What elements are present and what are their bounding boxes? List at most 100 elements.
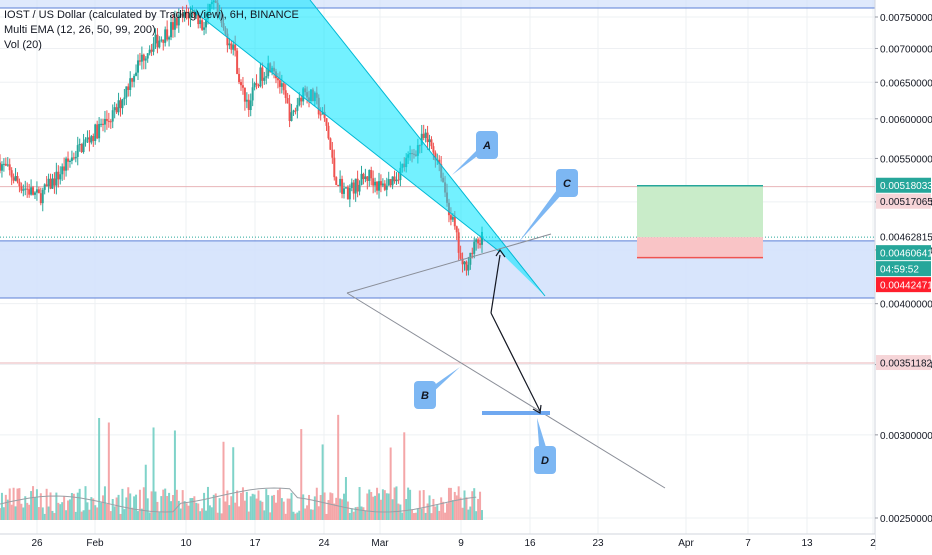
candle-body: [183, 11, 186, 17]
volume-bar: [444, 512, 447, 520]
volume-bar: [274, 502, 277, 520]
volume-bar: [241, 487, 244, 520]
candle-body: [127, 86, 130, 90]
long-stop-zone: [637, 237, 763, 258]
volume-bar: [232, 447, 235, 520]
candle-body: [26, 188, 29, 190]
volume-bar: [203, 492, 206, 520]
candle-body: [0, 162, 1, 171]
candle-body: [47, 178, 50, 187]
time-tick-label: 24: [318, 538, 330, 549]
volume-bar: [457, 486, 460, 520]
volume-bar: [341, 499, 344, 520]
volume-bar: [228, 505, 231, 520]
volume-bar: [426, 503, 429, 520]
volume-bar: [12, 487, 15, 520]
volume-bar: [245, 491, 248, 520]
volume-bar: [78, 488, 81, 520]
volume-bar: [121, 488, 124, 520]
volume-bar: [387, 493, 390, 520]
candle-body: [100, 123, 103, 125]
candle-body: [59, 174, 62, 180]
volume-bar: [67, 500, 70, 520]
projection-arrow-up: [490, 254, 501, 314]
volume-bar: [263, 510, 266, 520]
volume-bar: [356, 506, 359, 520]
legend-volume[interactable]: Vol (20): [4, 39, 42, 51]
price-tick-label: 0.00750000: [880, 13, 932, 24]
wedge-edge-bottom: [189, 7, 501, 253]
time-axis-bg: [0, 534, 875, 550]
candle-body: [475, 239, 478, 242]
candle-body: [292, 110, 295, 113]
volume-bar: [156, 501, 159, 520]
volume-bar: [412, 513, 415, 520]
candle-body: [117, 100, 120, 113]
candle-body: [84, 139, 87, 143]
volume-bar: [6, 499, 9, 520]
legend-symbol[interactable]: IOST / US Dollar (calculated by TradingV…: [4, 9, 299, 21]
candle-body: [391, 176, 394, 186]
candle-body: [395, 179, 398, 182]
volume-bar: [374, 495, 377, 520]
volume-bar: [22, 507, 25, 520]
volume-bar: [191, 498, 194, 520]
candle-body: [228, 43, 231, 46]
volume-bar: [315, 487, 318, 520]
candle-body: [286, 98, 289, 104]
candle-body: [107, 120, 110, 122]
candle-body: [187, 14, 190, 19]
chart-legend: IOST / US Dollar (calculated by TradingV…: [4, 8, 299, 53]
volume-bar: [185, 503, 188, 520]
candle-body: [366, 176, 369, 181]
volume-bar: [455, 495, 458, 520]
volume-bar: [197, 503, 200, 520]
volume-bar: [74, 511, 77, 520]
callout-c-label: C: [563, 178, 572, 190]
volume-bar: [261, 501, 264, 520]
volume-bar: [469, 506, 472, 520]
callout-d-label: D: [541, 455, 549, 467]
volume-bar: [473, 488, 476, 520]
volume-bar: [479, 491, 482, 520]
candle-body: [473, 241, 476, 254]
volume-bar: [477, 498, 480, 520]
volume-bar: [236, 490, 239, 520]
price-tag-last: [876, 245, 931, 261]
volume-bar: [240, 492, 242, 520]
candle-body: [144, 58, 147, 61]
candle-body: [247, 99, 250, 111]
volume-bar: [115, 497, 118, 520]
volume-bar: [383, 490, 386, 520]
candle-body: [57, 171, 60, 180]
volume-bar: [393, 487, 396, 520]
volume-bar: [298, 510, 301, 520]
candle-body: [164, 29, 167, 43]
time-tick-label: 16: [524, 538, 536, 549]
volume-bar: [138, 489, 141, 520]
volume-bar: [220, 513, 223, 520]
candle-body: [331, 149, 334, 158]
legend-ema[interactable]: Multi EMA (12, 26, 50, 99, 200): [4, 24, 156, 36]
candle-body: [265, 76, 268, 78]
candle-body: [381, 183, 384, 186]
volume-bar: [24, 496, 27, 520]
volume-bar: [321, 444, 324, 520]
candle-body: [329, 138, 332, 150]
volume-bar: [348, 512, 351, 520]
candle-body: [251, 87, 254, 101]
candle-body: [294, 110, 297, 112]
candle-body: [420, 133, 423, 146]
candle-body: [156, 34, 159, 48]
candle-body: [241, 85, 244, 88]
price-tick-label: 0.00650000: [880, 78, 932, 89]
time-tick-label: 23: [592, 538, 604, 549]
volume-bar: [269, 512, 272, 520]
volume-bar: [117, 494, 120, 520]
candle-body: [119, 100, 122, 109]
volume-bar: [33, 497, 36, 520]
volume-bar: [148, 512, 151, 520]
volume-bar: [210, 507, 213, 520]
